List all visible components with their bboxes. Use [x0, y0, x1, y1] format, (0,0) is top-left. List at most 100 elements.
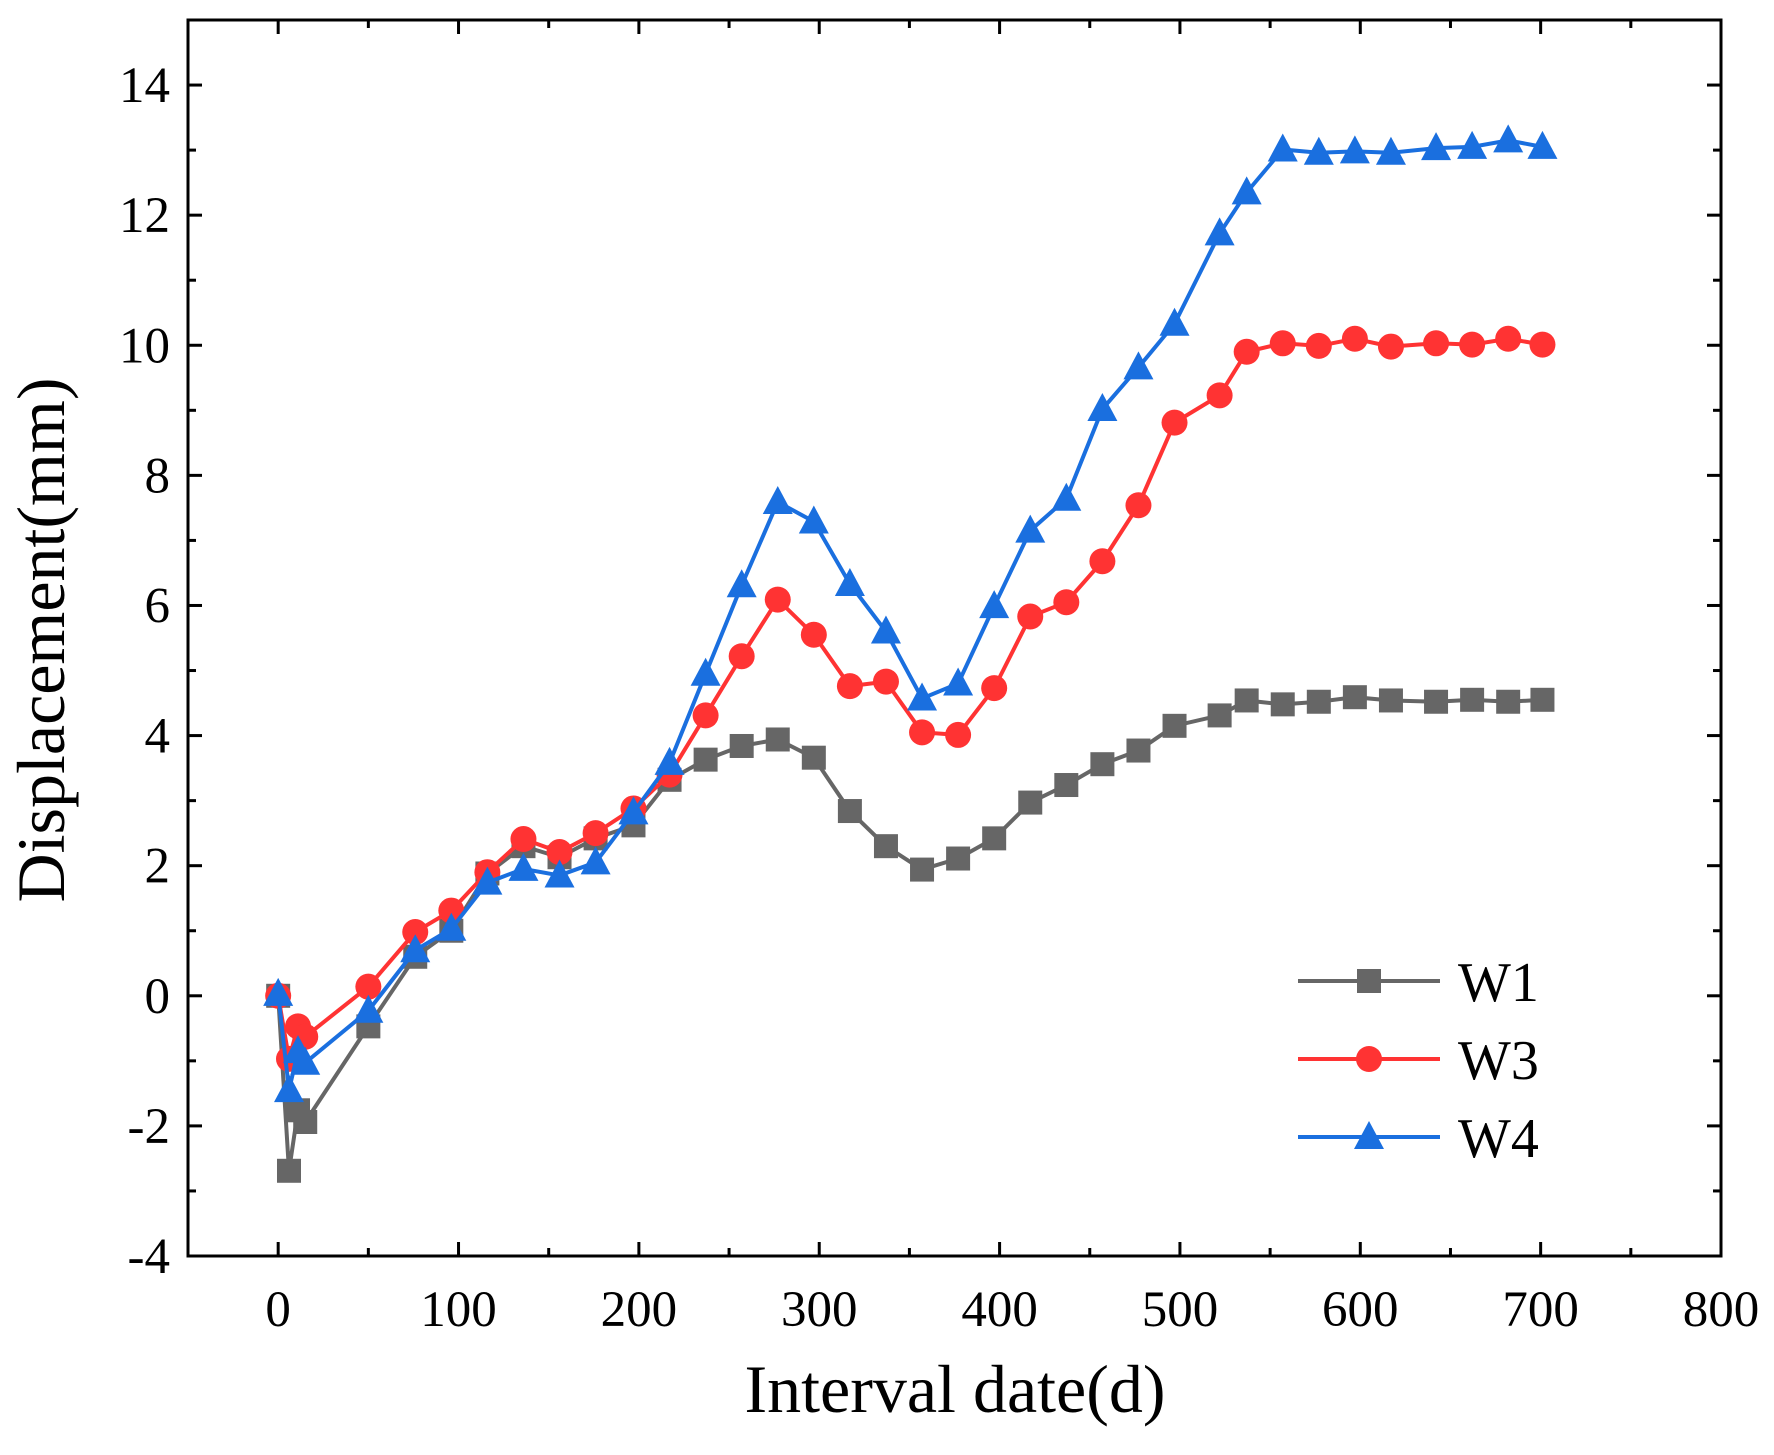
legend-item-w3: W3 — [1298, 1030, 1539, 1092]
data-point — [1457, 130, 1488, 159]
data-point — [1159, 307, 1190, 336]
data-point — [276, 1158, 301, 1183]
data-point — [1421, 132, 1452, 161]
y-tick-label: 2 — [145, 839, 171, 895]
data-point — [1090, 752, 1115, 777]
data-point — [692, 702, 719, 729]
y-axis-label: Displacement(mm) — [3, 378, 79, 903]
data-point — [726, 569, 757, 598]
data-point — [1051, 482, 1082, 511]
x-tick-label: 100 — [420, 1282, 497, 1338]
data-point — [762, 486, 793, 515]
legend-label: W1 — [1458, 952, 1539, 1014]
data-point — [909, 719, 936, 746]
data-point — [801, 745, 826, 770]
data-point — [945, 721, 972, 748]
data-point — [1089, 548, 1116, 575]
data-point — [402, 919, 429, 946]
axes: 0 100 200 300 400 500 600 700 800 -4 -2 0 2 4 6 8 10 12 14 — [119, 18, 1760, 1338]
data-point — [580, 846, 611, 875]
y-tick-label: 8 — [145, 448, 171, 504]
legend-marker — [1357, 969, 1381, 993]
x-tick-label: 200 — [601, 1282, 678, 1338]
data-point — [1018, 790, 1043, 815]
data-point — [981, 675, 1008, 702]
data-point — [353, 994, 384, 1023]
data-point — [436, 912, 467, 941]
data-point — [1496, 689, 1521, 714]
data-point — [654, 746, 685, 775]
legend-label: W4 — [1458, 1108, 1539, 1170]
data-point — [1339, 135, 1370, 164]
x-tick-label: 800 — [1683, 1282, 1760, 1338]
data-point — [837, 799, 862, 824]
data-point — [1054, 773, 1079, 798]
data-point — [546, 839, 573, 866]
data-point — [1233, 338, 1260, 365]
data-point — [943, 667, 974, 696]
data-point — [508, 852, 539, 881]
data-point — [1378, 688, 1403, 713]
data-point — [438, 897, 465, 924]
data-point — [1087, 393, 1118, 422]
data-point — [1459, 331, 1486, 358]
data-point — [1530, 687, 1555, 712]
data-point — [273, 1074, 304, 1103]
data-point — [800, 621, 827, 648]
data-point — [1493, 124, 1524, 153]
legend-label: W3 — [1458, 1030, 1539, 1092]
x-tick-label: 0 — [265, 1282, 291, 1338]
data-point — [1053, 589, 1080, 616]
y-tick-label: 6 — [145, 578, 171, 634]
data-point — [1125, 492, 1152, 519]
x-tick-label: 700 — [1502, 1282, 1579, 1338]
legend-marker — [1356, 1046, 1382, 1072]
data-point — [982, 826, 1007, 851]
y-tick-label: 10 — [119, 318, 170, 374]
series-w4 — [263, 124, 1558, 1103]
data-point — [1529, 331, 1556, 358]
x-tick-label: 500 — [1142, 1282, 1219, 1338]
data-point — [729, 733, 754, 758]
legend: W1 W3 W4 — [1298, 952, 1539, 1170]
data-point — [472, 866, 503, 895]
data-point — [690, 657, 721, 686]
data-point — [1527, 130, 1558, 159]
data-point — [1305, 332, 1332, 359]
data-point — [1123, 351, 1154, 380]
data-point — [728, 643, 755, 670]
data-point — [907, 682, 938, 711]
data-point — [1495, 325, 1522, 352]
data-point — [1375, 136, 1406, 165]
data-point — [1270, 692, 1295, 717]
data-point — [400, 934, 431, 963]
data-point — [1231, 176, 1262, 205]
y-tick-label: 0 — [145, 969, 171, 1025]
data-point — [872, 668, 899, 695]
data-point — [355, 973, 382, 1000]
data-point — [510, 826, 537, 853]
data-point — [290, 1046, 321, 1075]
data-point — [1460, 687, 1485, 712]
x-tick-label: 600 — [1322, 1282, 1399, 1338]
data-point — [1267, 133, 1298, 162]
legend-item-w1: W1 — [1298, 952, 1539, 1014]
data-point — [544, 859, 575, 888]
data-point — [1234, 688, 1259, 713]
data-point — [764, 586, 791, 613]
x-tick-label: 300 — [781, 1282, 858, 1338]
data-point — [1306, 689, 1331, 714]
data-point — [1161, 409, 1188, 436]
data-point — [979, 590, 1010, 619]
series-line — [276, 138, 1543, 1091]
data-point — [1377, 333, 1404, 360]
data-point — [1126, 738, 1151, 763]
data-point — [1162, 713, 1187, 738]
series-w3 — [265, 325, 1556, 1072]
legend-marker — [1354, 1121, 1384, 1149]
data-point — [582, 820, 609, 847]
data-point — [1206, 382, 1233, 409]
x-axis-label: Interval date(d) — [745, 1351, 1166, 1427]
data-point — [765, 727, 790, 752]
